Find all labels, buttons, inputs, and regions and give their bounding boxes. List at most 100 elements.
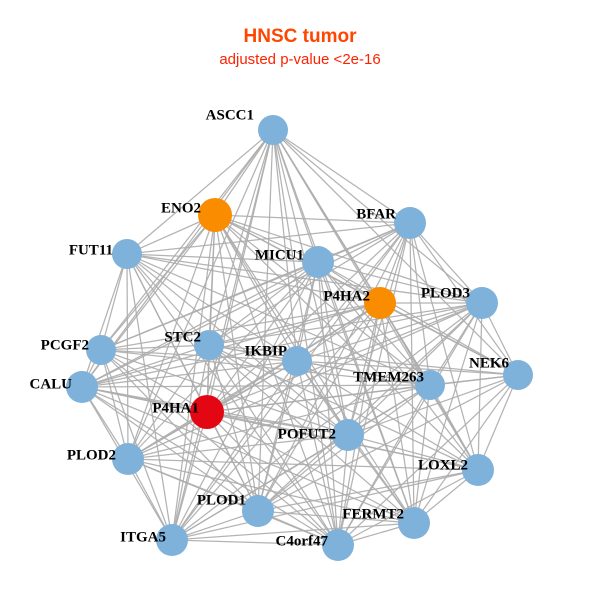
network-node-pcgf2[interactable] [86,335,116,365]
network-edge [127,458,415,524]
network-edge [272,129,519,376]
network-node-label-loxl2: LOXL2 [418,457,468,473]
network-edge [206,384,431,413]
network-node-c4orf47[interactable] [322,529,354,561]
network-node-label-plod1: PLOD1 [197,492,246,508]
network-edge [100,344,210,351]
network-node-calu[interactable] [66,371,98,403]
network-edge [206,411,415,524]
network-edge [413,384,431,524]
network-edge [214,214,298,362]
network-edge [126,253,298,362]
network-node-label-bfar: BFAR [356,206,396,222]
network-node-loxl2[interactable] [462,454,494,486]
network-node-ikbip[interactable] [282,346,312,376]
network-node-micu1[interactable] [302,246,334,278]
network-edge [477,302,483,471]
network-node-itga5[interactable] [156,524,188,556]
network-edge [100,302,381,351]
network-edge [296,302,483,362]
network-node-label-fut11: FUT11 [69,242,113,258]
network-node-ascc1[interactable] [258,115,288,145]
network-node-label-tmem263: TMEM263 [353,369,424,385]
network-edge [126,253,349,436]
network-edge [171,222,411,541]
network-edge [126,253,483,304]
network-edge [100,253,128,351]
network-edge [296,360,431,386]
network-edge [81,386,415,524]
network-edge [317,261,519,376]
network-edge [171,469,479,541]
network-edge [347,222,411,436]
network-edge [171,539,339,546]
network-node-label-p4ha2: P4HA2 [323,288,370,304]
network-node-label-micu1: MICU1 [255,247,304,263]
network-node-label-nek6: NEK6 [469,355,510,371]
network-node-stc2[interactable] [194,330,224,360]
network-edge [171,434,349,541]
network-edge [81,302,483,388]
network-edge [126,253,129,460]
network-node-plod1[interactable] [242,495,274,527]
network-node-label-ascc1: ASCC1 [206,107,254,123]
network-edge [257,434,349,512]
network-node-label-pofut2: POFUT2 [278,426,336,442]
network-edge [126,129,274,255]
network-edge [127,129,274,460]
network-edge [379,302,519,376]
network-edge [214,214,339,546]
network-node-p4ha1[interactable] [190,395,224,429]
network-edge [100,129,274,351]
network-node-nek6[interactable] [503,360,533,390]
network-node-label-p4ha1: P4HA1 [152,400,199,416]
network-edge [257,510,415,524]
network-edge [127,434,349,460]
network-edge [208,129,274,346]
network-node-plod3[interactable] [466,287,498,319]
network-node-eno2[interactable] [198,198,232,232]
network-node-label-plod3: PLOD3 [421,285,470,301]
network-edge [214,214,431,386]
network-edge [100,349,129,460]
network-edge [206,222,411,413]
network-edge [81,384,431,388]
network-edge [429,384,479,471]
network-edge [100,214,216,351]
network-edge [337,469,479,546]
network-edge [81,253,128,388]
network-edge [477,374,519,471]
network-node-fermt2[interactable] [398,507,430,539]
network-node-label-eno2: ENO2 [161,200,201,216]
network-edge [409,222,479,471]
network-edge [126,222,411,255]
network-edge [100,222,411,351]
network-edge [100,349,259,512]
network-edge [214,214,483,304]
network-edge [126,253,319,263]
network-node-tmem263[interactable] [415,370,445,400]
network-edge [81,360,298,388]
network-edge [208,344,339,546]
network-node-label-itga5: ITGA5 [120,529,166,545]
network-node-label-calu: CALU [29,376,72,392]
network-edge [317,261,483,304]
network-edge [208,344,349,436]
network-edge [127,458,479,471]
network-edge [81,222,411,388]
network-edge [257,374,519,512]
network-edge [214,129,274,216]
network-edge [126,253,173,541]
network-node-label-fermt2: FERMT2 [342,506,404,522]
network-node-p4ha2[interactable] [364,287,396,319]
network-edge [81,302,381,388]
network-node-pofut2[interactable] [332,419,364,451]
network-edge [347,434,479,471]
network-node-bfar[interactable] [394,207,426,239]
nodes-layer [66,115,533,561]
network-node-plod2[interactable] [112,443,144,475]
network-edge [100,349,173,541]
network-node-fut11[interactable] [112,239,142,269]
